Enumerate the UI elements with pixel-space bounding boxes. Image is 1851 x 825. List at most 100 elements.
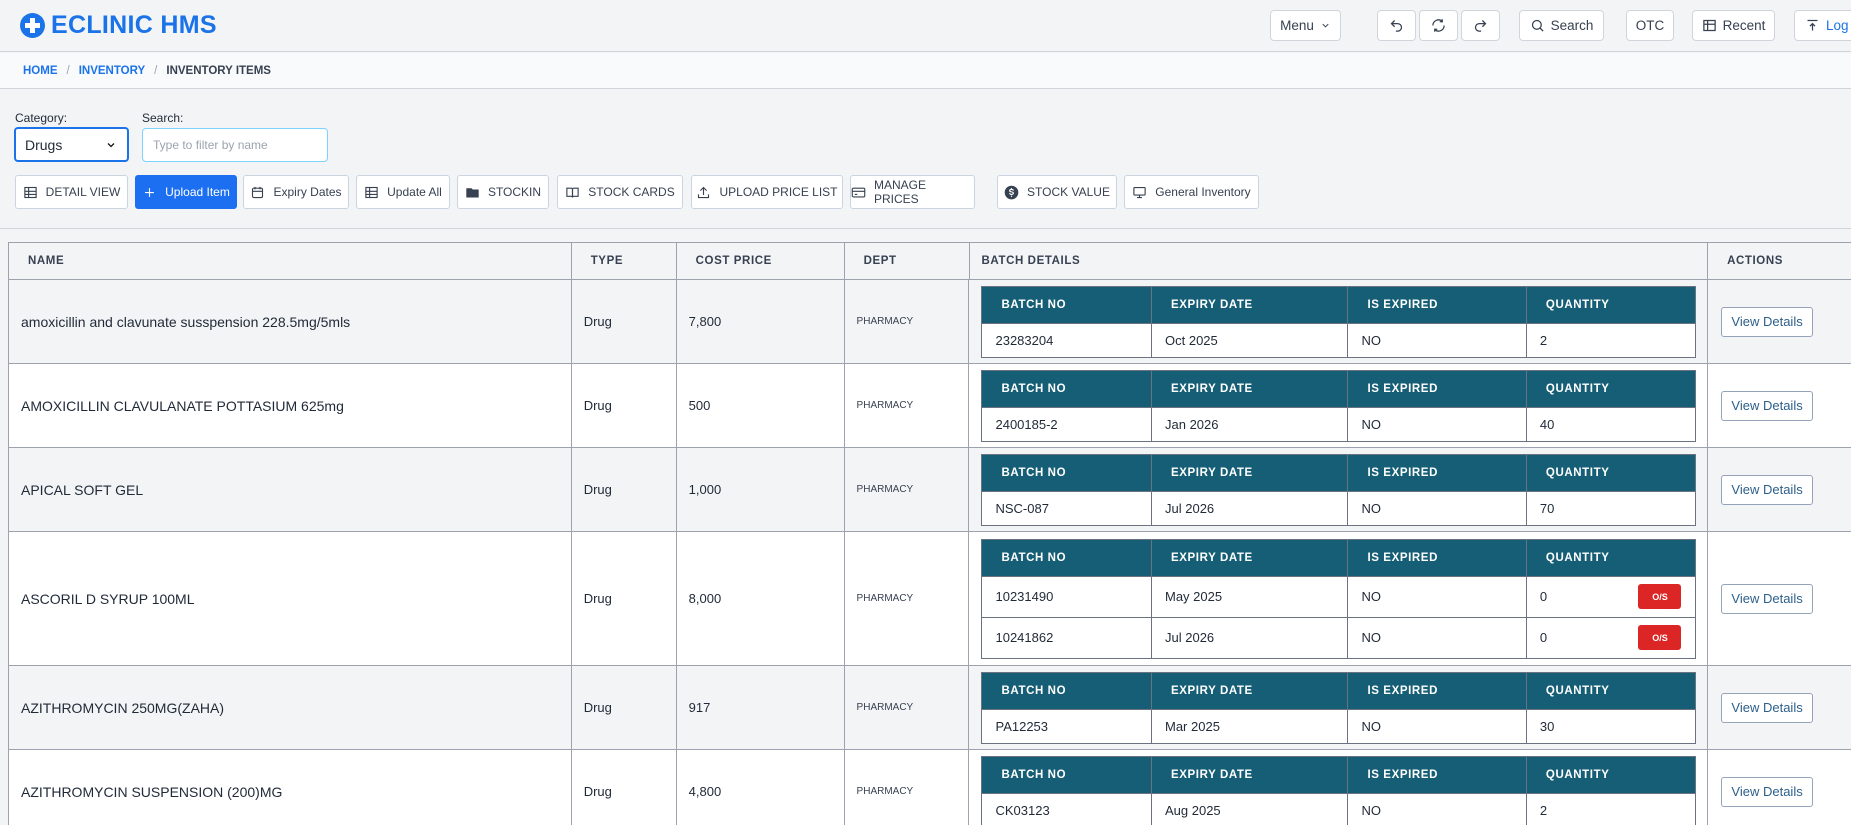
batch-table: BATCH NO EXPIRY DATE IS EXPIRED QUANTITY… (981, 755, 1697, 825)
quantity-cell: 0 O/S (1527, 618, 1696, 658)
upload-price-list-button[interactable]: UPLOAD PRICE LIST (691, 175, 843, 209)
batch-no-header: BATCH NO (982, 454, 1152, 491)
is-expired: NO (1348, 323, 1527, 357)
plus-icon (145, 187, 155, 197)
expiry-date: Jan 2026 (1152, 407, 1349, 441)
table-row: AZITHROMYCIN SUSPENSION (200)MG Drug 4,8… (9, 750, 1851, 825)
item-dept: PHARMACY (845, 750, 970, 825)
item-name: APICAL SOFT GEL (9, 448, 572, 531)
expiry-dates-label: Expiry Dates (273, 185, 342, 199)
general-inventory-button[interactable]: General Inventory (1124, 175, 1259, 209)
col-actions: ACTIONS (1727, 255, 1784, 267)
recent-button[interactable]: Recent (1692, 10, 1775, 41)
batch-no: 10231490 (982, 576, 1152, 617)
batch-header: BATCH NO EXPIRY DATE IS EXPIRED QUANTITY (982, 756, 1696, 793)
folder-plus-icon (466, 187, 479, 197)
inventory-table: NAME TYPE COST PRICE DEPT BATCH DETAILS … (8, 242, 1851, 825)
item-cost-price: 917 (677, 666, 845, 749)
logout-label: Log (1826, 18, 1849, 33)
search-label: Search: (142, 111, 184, 125)
quantity: 30 (1539, 718, 1555, 734)
view-details-button[interactable]: View Details (1721, 692, 1814, 723)
view-details-button[interactable]: View Details (1721, 390, 1814, 421)
search-button[interactable]: Search (1519, 10, 1604, 41)
expiry-date: Aug 2025 (1152, 793, 1349, 825)
app-logo[interactable]: ECLINIC HMS (20, 11, 217, 40)
detail-view-button[interactable]: DETAIL VIEW (15, 175, 128, 209)
breadcrumb-inventory[interactable]: INVENTORY (78, 64, 146, 77)
table-icon (1702, 19, 1716, 32)
quantity: 0 (1539, 630, 1548, 645)
quantity: 40 (1539, 416, 1555, 432)
update-all-button[interactable]: Update All (356, 175, 450, 209)
is-expired: NO (1348, 709, 1527, 743)
logout-button[interactable]: Log (1794, 10, 1851, 41)
category-label: Category: (15, 111, 68, 125)
menu-button[interactable]: Menu (1270, 10, 1341, 41)
view-details-button[interactable]: View Details (1721, 474, 1814, 505)
item-type: Drug (572, 448, 677, 531)
refresh-button[interactable] (1419, 10, 1458, 41)
item-dept: PHARMACY (845, 532, 970, 665)
item-cost-price: 500 (677, 364, 845, 447)
redo-button[interactable] (1461, 10, 1500, 41)
batch-header: BATCH NO EXPIRY DATE IS EXPIRED QUANTITY (982, 286, 1696, 323)
quantity: 0 (1539, 589, 1548, 604)
is-expired: NO (1348, 407, 1527, 441)
item-dept: PHARMACY (845, 666, 970, 749)
is-expired-header: IS EXPIRED (1348, 286, 1527, 323)
stock-cards-label: STOCK CARDS (588, 185, 675, 199)
table-row: AZITHROMYCIN 250MG(ZAHA) Drug 917 PHARMA… (9, 666, 1851, 750)
batch-table: BATCH NO EXPIRY DATE IS EXPIRED QUANTITY… (981, 538, 1697, 659)
manage-prices-button[interactable]: MANAGE PRICES (850, 175, 975, 209)
col-batch-details: BATCH DETAILS (970, 243, 1709, 279)
view-details-button[interactable]: View Details (1721, 776, 1814, 807)
is-expired-header: IS EXPIRED (1348, 539, 1527, 576)
table-icon (23, 186, 37, 198)
stock-cards-button[interactable]: STOCK CARDS (557, 175, 683, 209)
upload-price-list-label: UPLOAD PRICE LIST (719, 185, 838, 199)
item-type: Drug (572, 532, 677, 665)
col-type: TYPE (572, 243, 677, 279)
expiry-dates-button[interactable]: Expiry Dates (243, 175, 349, 209)
upload-icon (698, 186, 710, 198)
batch-no: 23283204 (982, 323, 1152, 357)
batch-no-header: BATCH NO (982, 539, 1152, 576)
actions-cell: View Details (1708, 666, 1851, 749)
recent-label: Recent (1722, 18, 1766, 33)
table-row: amoxicillin and clavunate susspension 22… (9, 280, 1851, 364)
category-select[interactable]: Drugs (14, 127, 129, 162)
batch-no-header: BATCH NO (982, 370, 1152, 407)
expiry-date: Jul 2026 (1152, 491, 1349, 525)
stock-value-button[interactable]: STOCK VALUE (997, 175, 1117, 209)
batch-no: NSC-087 (982, 491, 1152, 525)
item-name: AZITHROMYCIN SUSPENSION (200)MG (9, 750, 572, 825)
batch-header: BATCH NO EXPIRY DATE IS EXPIRED QUANTITY (982, 454, 1696, 491)
quantity-header: QUANTITY (1545, 768, 1610, 781)
refresh-icon (1432, 19, 1445, 32)
chevron-down-icon (1322, 23, 1329, 28)
otc-button[interactable]: OTC (1626, 10, 1674, 41)
app-title: ECLINIC HMS (51, 11, 217, 39)
is-expired-header: IS EXPIRED (1348, 454, 1527, 491)
monitor-icon (1133, 186, 1146, 198)
view-details-button[interactable]: View Details (1721, 306, 1814, 337)
out-of-stock-badge: O/S (1638, 584, 1682, 609)
view-details-button[interactable]: View Details (1721, 583, 1814, 614)
expiry-date-header: EXPIRY DATE (1152, 539, 1349, 576)
upload-item-button[interactable]: Upload Item (135, 175, 237, 209)
table-row: APICAL SOFT GEL Drug 1,000 PHARMACY BATC… (9, 448, 1851, 532)
batch-row: 23283204 Oct 2025 NO 2 (982, 322, 1696, 357)
breadcrumb-separator: / (154, 64, 158, 77)
batch-details: BATCH NO EXPIRY DATE IS EXPIRED QUANTITY… (969, 532, 1709, 665)
search-input[interactable] (142, 128, 328, 162)
stock-value-label: STOCK VALUE (1027, 185, 1110, 199)
breadcrumb-home[interactable]: HOME (23, 64, 58, 77)
undo-icon (1390, 20, 1403, 32)
stockin-button[interactable]: STOCKIN (457, 175, 549, 209)
col-dept: DEPT (845, 243, 970, 279)
batch-no-header: BATCH NO (982, 756, 1152, 793)
upload-item-label: Upload Item (165, 185, 230, 199)
undo-button[interactable] (1377, 10, 1416, 41)
detail-view-label: DETAIL VIEW (45, 185, 121, 199)
